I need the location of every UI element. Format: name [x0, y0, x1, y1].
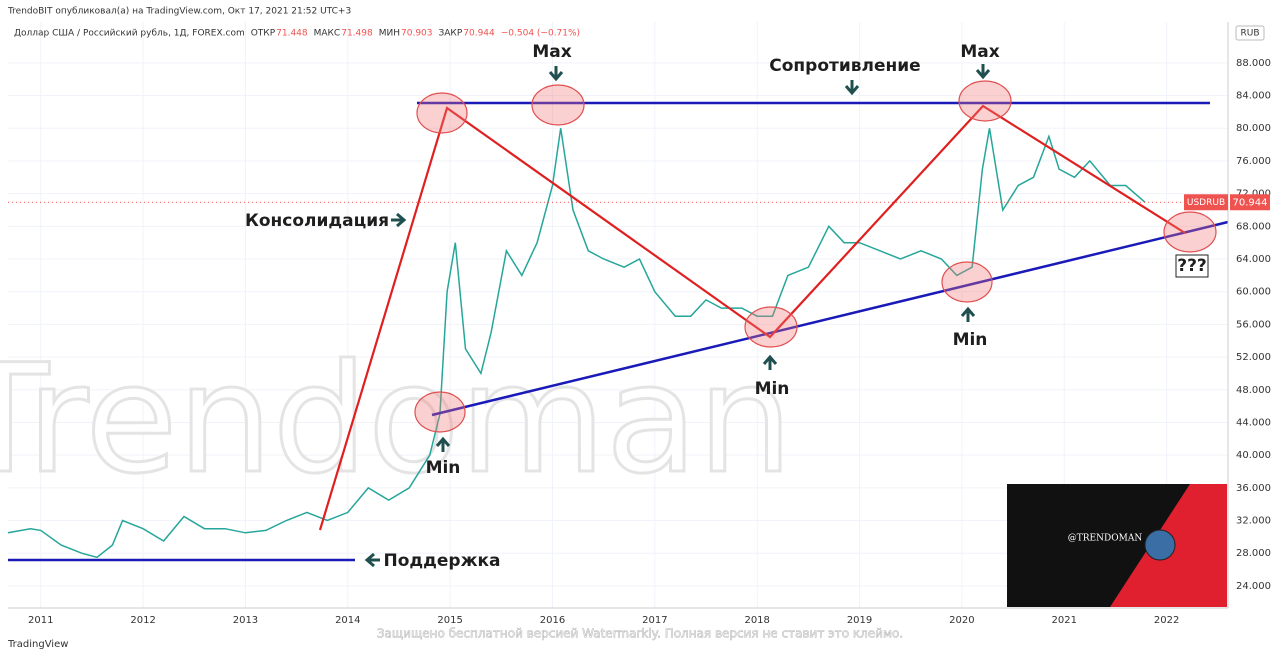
circle — [531, 84, 585, 126]
watermark: @Trendoman — [0, 333, 793, 507]
y-tick-label: 52.000 — [1236, 352, 1271, 363]
y-tick-label: 24.000 — [1236, 581, 1271, 592]
y-tick-label: 60.000 — [1236, 287, 1271, 298]
circles — [414, 80, 1217, 433]
y-tick-label: 64.000 — [1236, 254, 1271, 265]
inset: @TRENDOMAN — [1007, 484, 1227, 607]
currency: RUB — [1240, 29, 1259, 39]
inset-title: @TRENDOMAN — [1068, 534, 1143, 544]
series-name: USDRUB — [1187, 198, 1225, 208]
legend-text: ОТКР — [251, 29, 276, 39]
y-tick-label: 48.000 — [1236, 385, 1271, 396]
notice: Защищено бесплатной версией Watermarkly.… — [377, 627, 903, 641]
arrow — [548, 66, 564, 82]
circle — [941, 261, 993, 303]
annotation: Min — [426, 458, 461, 478]
x-tick-label: 2014 — [335, 615, 360, 626]
brand: TradingView — [7, 639, 68, 650]
arrow — [391, 212, 407, 228]
x-tick-label: 2018 — [744, 615, 769, 626]
plot — [7, 128, 1228, 559]
arrow — [364, 552, 380, 568]
arrows — [364, 64, 991, 568]
arrow — [435, 436, 451, 452]
price-tag — [1230, 194, 1270, 211]
y-tick-label: 28.000 — [1236, 548, 1271, 559]
legend-text: МИН — [379, 29, 400, 39]
y-tick-label: 44.000 — [1236, 417, 1271, 428]
y-tick-label: 40.000 — [1236, 450, 1271, 461]
inset-logo — [1144, 529, 1176, 561]
publisher: TrendoBIT опубликовал(а) на TradingView.… — [7, 7, 351, 17]
x-tick-label: 2017 — [642, 615, 667, 626]
arrow — [762, 354, 778, 370]
legend-text: Доллар США / Российский рубль, 1Д, FOREX… — [14, 29, 245, 39]
y-tick-label: 76.000 — [1236, 156, 1271, 167]
price-line — [7, 128, 1146, 559]
grid — [8, 22, 1228, 608]
annotation: Min — [755, 379, 790, 399]
legend-text: МАКС — [314, 29, 341, 39]
legend-text: 70.944 — [463, 29, 495, 39]
circle — [958, 80, 1012, 122]
annotation: Max — [960, 42, 999, 62]
drawings: Max Сопротивление Max Консолидация Подде… — [8, 42, 1229, 571]
annotation: Min — [953, 330, 988, 350]
x-tick-label: 2016 — [540, 615, 565, 626]
legend-text: 70.903 — [401, 29, 433, 39]
y-tick-label: 88.000 — [1236, 58, 1271, 69]
x-tick-label: 2015 — [437, 615, 462, 626]
y-tick-label: 80.000 — [1236, 123, 1271, 134]
circle — [1163, 211, 1217, 253]
circle — [744, 306, 798, 348]
pattern-line — [318, 104, 1186, 531]
y-tick-label: 36.000 — [1236, 483, 1271, 494]
legend-text: −0.504 (−0.71%) — [501, 29, 580, 39]
y-tick-label: 56.000 — [1236, 319, 1271, 330]
y-tick-label: 32.000 — [1236, 516, 1271, 527]
legend-text: 71.498 — [341, 29, 373, 39]
price-tag — [1184, 194, 1228, 211]
y-tick-label: 68.000 — [1236, 221, 1271, 232]
annotation: ??? — [1177, 256, 1207, 276]
last-price: 70.944 — [1233, 197, 1268, 208]
arrow — [844, 80, 860, 96]
legend-text: 71.448 — [276, 29, 308, 39]
annotation: Max — [532, 42, 571, 62]
x-tick-label: 2020 — [949, 615, 974, 626]
x-tick-label: 2019 — [847, 615, 872, 626]
currency-box — [1235, 25, 1265, 41]
arrow — [960, 306, 976, 322]
annotation: Консолидация — [245, 211, 389, 231]
x-tick-label: 2022 — [1154, 615, 1179, 626]
x-tick-label: 2012 — [130, 615, 155, 626]
circle — [414, 391, 466, 433]
x-tick-label: 2013 — [233, 615, 258, 626]
legend-text: ЗАКР — [439, 29, 463, 39]
question-box — [1175, 254, 1209, 278]
y-tick-label: 72.000 — [1236, 189, 1271, 200]
x-tick-label: 2021 — [1052, 615, 1077, 626]
legend: Доллар США / Российский рубль, 1Д, FOREX… — [14, 29, 580, 39]
circle — [416, 92, 468, 134]
annotation: Поддержка — [384, 551, 501, 571]
arrow — [975, 64, 991, 80]
annotation: Сопротивление — [769, 56, 920, 76]
x-tick-label: 2011 — [28, 615, 53, 626]
y-tick-label: 84.000 — [1236, 91, 1271, 102]
rising-line — [431, 220, 1229, 417]
